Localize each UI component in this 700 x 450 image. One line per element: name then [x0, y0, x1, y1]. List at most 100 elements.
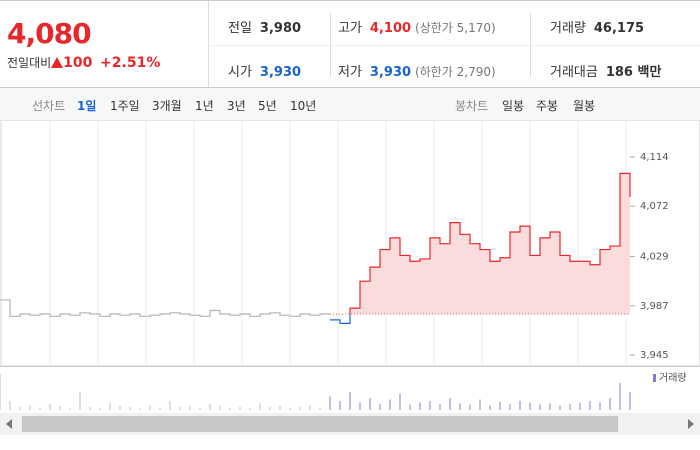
field-value: 3,930: [259, 65, 302, 80]
field-value: 3,930: [369, 65, 412, 80]
field: 전일 3,980: [228, 17, 301, 36]
field-label: 거래대금: [550, 65, 598, 80]
volume-bar: [409, 404, 411, 410]
volume-bar: [49, 404, 51, 410]
volume-bar: [579, 402, 581, 410]
volume-bar: [549, 403, 551, 410]
legend-label: 거래량: [659, 372, 687, 384]
volume-bar: [59, 406, 61, 410]
scrollbar-thumb[interactable]: [22, 416, 618, 432]
volume-bar: [529, 402, 531, 410]
volume-bar: [589, 401, 591, 410]
volume-bar: [139, 408, 141, 410]
header: 4,080 전일대비 100 +2.51% 전일 3,980 고가 4,100 (상한가…: [0, 0, 700, 88]
volume-bar: [109, 402, 111, 410]
scroll-left[interactable]: [6, 419, 12, 429]
volume-bar: [619, 383, 621, 410]
field-label: 거래량: [550, 21, 586, 36]
volume-bar: [419, 402, 421, 410]
volume-bar: [159, 407, 161, 410]
volume-bar: [269, 407, 271, 410]
volume-bar: [239, 407, 241, 410]
field-value: 186 백만: [605, 65, 662, 80]
volume-bar: [399, 393, 401, 410]
y-tick-label: 3,987: [640, 301, 669, 312]
price: 4,080: [7, 17, 92, 50]
volume-bar: [329, 396, 331, 410]
tab[interactable]: 1일: [77, 99, 97, 113]
tab[interactable]: 3년: [227, 99, 246, 113]
volume-bar: [489, 405, 491, 410]
y-tick-label: 3,945: [640, 350, 669, 361]
field: 시가 3,930: [228, 61, 301, 80]
volume-bar: [199, 408, 201, 410]
volume-bar: [129, 407, 131, 410]
volume-bar: [569, 404, 571, 410]
tab-bar: 선차트 1일 1주일 3개월 1년 3년 5년 10년 봉차트 일봉 주봉 월봉: [0, 88, 700, 121]
volume-bar: [179, 407, 181, 410]
field: 저가 3,930 (하한가 2,790): [338, 61, 496, 80]
volume-bar: [509, 404, 511, 410]
up-icon: [51, 57, 64, 68]
volume-bar: [609, 398, 611, 410]
volume-bar: [499, 401, 501, 410]
volume-bar: [439, 404, 441, 410]
tab[interactable]: 1년: [195, 99, 214, 113]
divider: [210, 45, 700, 46]
volume-bar: [379, 404, 381, 410]
tab[interactable]: 월봉: [573, 99, 596, 113]
volume-bar: [0, 374, 1, 410]
change-value: 100: [63, 55, 93, 71]
volume-bar: [149, 405, 151, 410]
volume-bar: [599, 402, 601, 410]
y-tick-label: 4,114: [640, 152, 669, 163]
field-label: 저가: [338, 65, 362, 80]
scrollbar-track: [0, 413, 700, 435]
scroll-right[interactable]: [688, 419, 694, 429]
tab[interactable]: 1주일: [110, 99, 140, 113]
change-rate: +2.51%: [100, 55, 161, 71]
volume-bar: [169, 401, 171, 410]
tab[interactable]: 일봉: [502, 99, 525, 113]
volume-bar: [249, 408, 251, 410]
volume-bar: [519, 401, 521, 410]
volume-bar: [629, 392, 631, 410]
volume-bar: [339, 401, 341, 410]
volume-bar: [359, 402, 361, 410]
volume-bar: [479, 399, 481, 410]
volume-bar: [9, 401, 11, 410]
field-note: (하한가 2,790): [415, 65, 496, 79]
volume-bar: [449, 398, 451, 410]
volume-bar: [309, 405, 311, 410]
volume-bar: [319, 407, 321, 410]
y-tick-label: 4,029: [640, 252, 669, 263]
field-value: 46,175: [593, 21, 645, 36]
volume-bar: [349, 392, 351, 410]
volume-bar: [459, 403, 461, 410]
y-tick-label: 4,072: [640, 201, 669, 212]
area: [330, 173, 630, 314]
volume-bar: [29, 405, 31, 410]
price-line: [330, 172, 631, 324]
tab-group-label: 봉차트: [455, 99, 489, 113]
volume-bar: [429, 401, 431, 410]
volume-bar: [89, 407, 91, 410]
tab[interactable]: 5년: [258, 99, 277, 113]
tab[interactable]: 3개월: [152, 99, 182, 113]
volume-bar: [99, 407, 101, 410]
field: 고가 4,100 (상한가 5,170): [338, 17, 496, 36]
volume-bar: [539, 404, 541, 410]
volume-bar: [289, 407, 291, 410]
volume-bar: [219, 405, 221, 410]
tab[interactable]: 10년: [290, 99, 317, 113]
volume-bar: [19, 407, 21, 410]
volume-bar: [469, 404, 471, 410]
field-label: 시가: [228, 65, 252, 80]
volume-bar: [279, 406, 281, 410]
field: 거래량 46,175: [550, 17, 644, 36]
tab-group-label: 선차트: [32, 99, 66, 113]
change: 전일대비 100 +2.51%: [7, 54, 160, 71]
volume-bar: [229, 407, 231, 410]
tab[interactable]: 주봉: [536, 99, 559, 113]
